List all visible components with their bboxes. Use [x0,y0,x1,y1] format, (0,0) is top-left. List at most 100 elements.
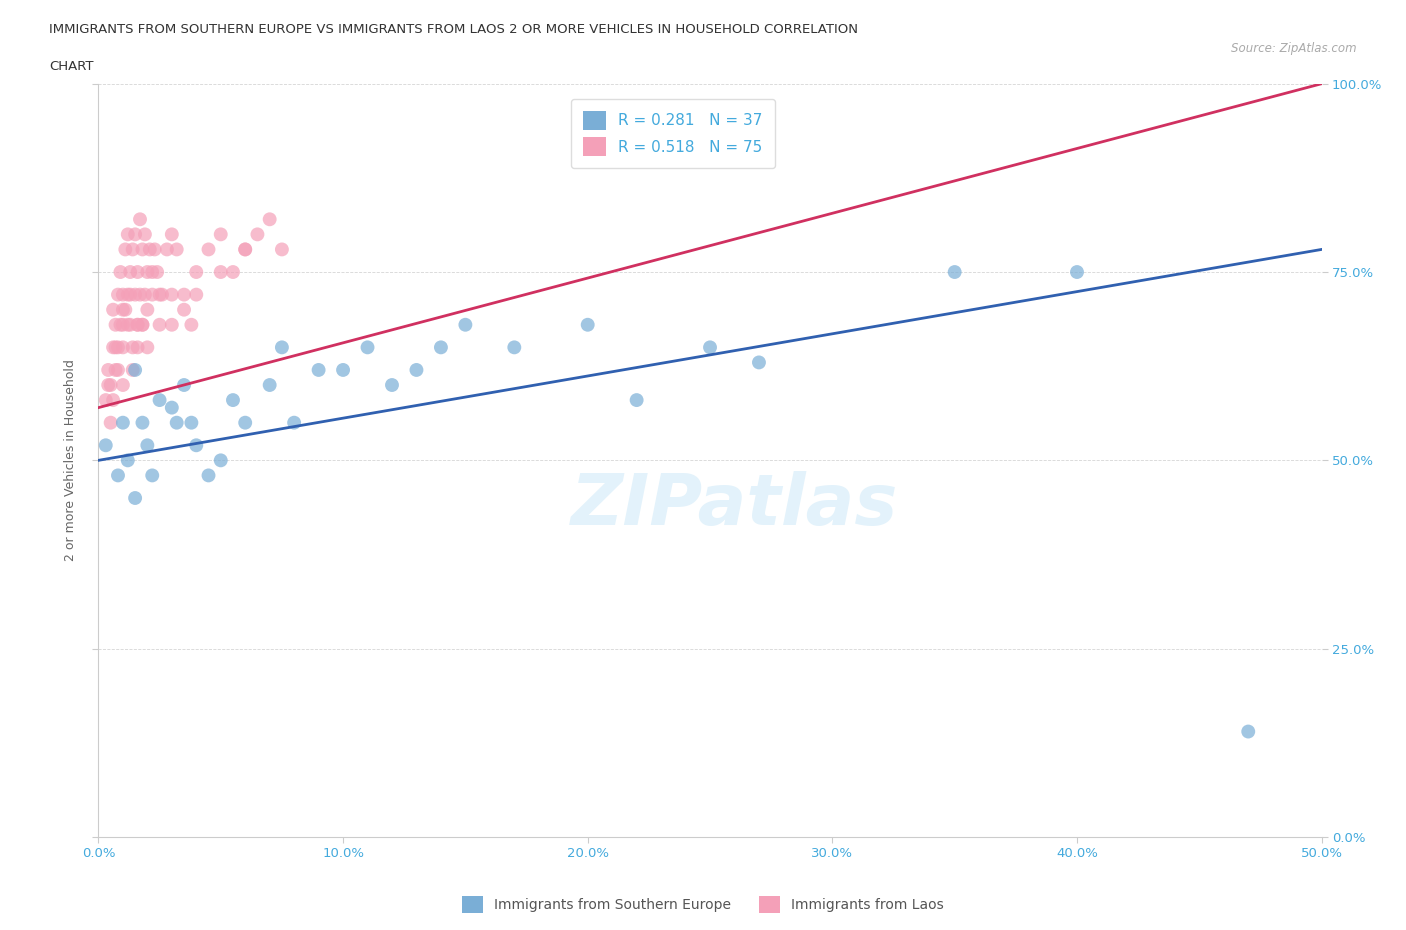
Point [149,287,172,302]
Point [149,392,172,407]
Point [259,212,281,227]
Point [173,302,195,317]
Point [111,302,134,317]
Point [381,378,404,392]
Point [222,392,245,407]
Point [173,287,195,302]
Point [94,392,117,407]
Point [149,317,172,332]
Point [332,363,354,378]
Point [454,317,477,332]
Point [748,355,770,370]
Point [576,317,599,332]
Point [101,392,124,407]
Point [117,453,139,468]
Point [107,339,129,354]
Point [136,339,159,354]
Point [209,453,232,468]
Point [117,287,139,302]
Point [111,339,134,354]
Point [141,468,163,483]
Point [131,317,153,332]
Point [121,363,143,378]
Point [186,264,208,279]
Point [136,438,159,453]
Point [233,242,256,257]
Point [104,363,127,378]
Point [111,415,134,430]
Point [114,302,136,317]
Point [197,468,219,483]
Point [1066,264,1088,279]
Point [308,363,330,378]
Point [626,392,648,407]
Point [127,264,149,279]
Point [136,264,159,279]
Point [160,287,183,302]
Point [111,317,134,332]
Point [160,227,183,242]
Point [100,415,122,430]
Point [124,227,146,242]
Point [134,287,156,302]
Point [259,378,281,392]
Point [100,378,122,392]
Point [430,339,453,354]
Point [166,242,188,257]
Y-axis label: 2 or more Vehicles in Household: 2 or more Vehicles in Household [63,359,77,562]
Point [173,378,195,392]
Point [209,227,232,242]
Point [107,468,129,483]
Point [120,287,142,302]
Point [141,287,163,302]
Point [283,415,305,430]
Point [136,302,159,317]
Point [117,317,139,332]
Point [141,264,163,279]
Point [209,264,232,279]
Point [129,287,152,302]
Point [156,242,179,257]
Point [124,287,146,302]
Point [94,438,117,453]
Point [97,378,120,392]
Legend: Immigrants from Southern Europe, Immigrants from Laos: Immigrants from Southern Europe, Immigra… [457,890,949,919]
Point [124,363,146,378]
Point [186,287,208,302]
Point [107,363,129,378]
Point [180,415,202,430]
Point [166,415,188,430]
Point [270,242,294,257]
Point [127,339,149,354]
Point [120,264,142,279]
Point [246,227,269,242]
Point [943,264,966,279]
Point [127,317,149,332]
Point [110,317,132,332]
Point [127,317,149,332]
Point [143,242,166,257]
Point [186,438,208,453]
Point [356,339,378,354]
Point [114,242,136,257]
Text: ZIPatlas: ZIPatlas [571,472,898,540]
Point [134,227,156,242]
Point [197,242,219,257]
Point [129,212,152,227]
Point [139,242,162,257]
Text: Source: ZipAtlas.com: Source: ZipAtlas.com [1232,42,1357,55]
Point [146,264,169,279]
Point [111,378,134,392]
Point [110,264,132,279]
Legend: R = 0.281   N = 37, R = 0.518   N = 75: R = 0.281 N = 37, R = 0.518 N = 75 [571,99,775,168]
Point [270,339,294,354]
Point [117,227,139,242]
Point [97,363,120,378]
Point [699,339,721,354]
Point [233,242,256,257]
Point [222,264,245,279]
Point [121,339,143,354]
Point [104,339,127,354]
Point [160,400,183,415]
Point [233,415,256,430]
